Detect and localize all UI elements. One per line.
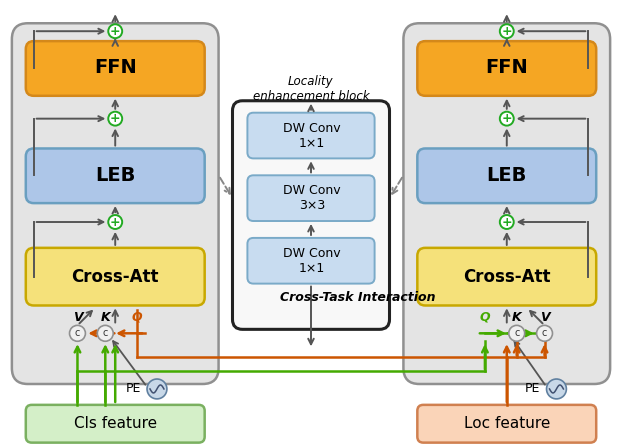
FancyBboxPatch shape [248,175,374,221]
Circle shape [500,112,514,126]
Text: K: K [101,311,110,324]
Circle shape [97,326,113,341]
Text: +: + [501,25,512,38]
Circle shape [537,326,552,341]
Text: Q: Q [480,311,490,324]
Circle shape [108,215,122,229]
Circle shape [108,24,122,38]
Circle shape [108,112,122,126]
Text: V: V [540,311,549,324]
Text: LEB: LEB [95,166,136,185]
FancyBboxPatch shape [26,149,205,203]
Text: +: + [501,112,512,125]
Text: c: c [514,328,519,339]
Text: FFN: FFN [485,58,528,78]
FancyBboxPatch shape [417,41,596,96]
Text: DW Conv
1×1: DW Conv 1×1 [283,122,341,149]
Circle shape [509,326,525,341]
Text: c: c [75,328,80,339]
Text: Cls feature: Cls feature [73,416,157,431]
FancyBboxPatch shape [248,113,374,158]
FancyBboxPatch shape [417,248,596,306]
FancyBboxPatch shape [248,238,374,284]
FancyBboxPatch shape [26,41,205,96]
Text: +: + [110,112,121,125]
Text: PE: PE [126,383,141,396]
FancyBboxPatch shape [417,149,596,203]
Text: Q: Q [132,311,142,324]
FancyBboxPatch shape [417,405,596,442]
Text: c: c [542,328,547,339]
FancyBboxPatch shape [26,248,205,306]
Text: Cross-Att: Cross-Att [463,268,550,286]
Text: V: V [73,311,82,324]
Circle shape [70,326,85,341]
Text: c: c [103,328,108,339]
FancyBboxPatch shape [12,23,218,384]
Text: Cross-Task Interaction: Cross-Task Interaction [280,291,435,304]
FancyBboxPatch shape [26,405,205,442]
Text: Cross-Att: Cross-Att [72,268,159,286]
Text: +: + [110,25,121,38]
Text: Locality
enhancement block: Locality enhancement block [253,75,369,103]
Text: DW Conv
3×3: DW Conv 3×3 [283,184,341,212]
Text: FFN: FFN [94,58,137,78]
Text: DW Conv
1×1: DW Conv 1×1 [283,247,341,275]
Text: +: + [501,215,512,228]
Circle shape [500,24,514,38]
Circle shape [547,379,567,399]
FancyBboxPatch shape [233,101,389,329]
Text: LEB: LEB [486,166,527,185]
Text: Loc feature: Loc feature [463,416,550,431]
Text: +: + [110,215,121,228]
Circle shape [500,215,514,229]
Text: K: K [512,311,521,324]
Text: PE: PE [525,383,541,396]
FancyBboxPatch shape [404,23,610,384]
Circle shape [147,379,167,399]
